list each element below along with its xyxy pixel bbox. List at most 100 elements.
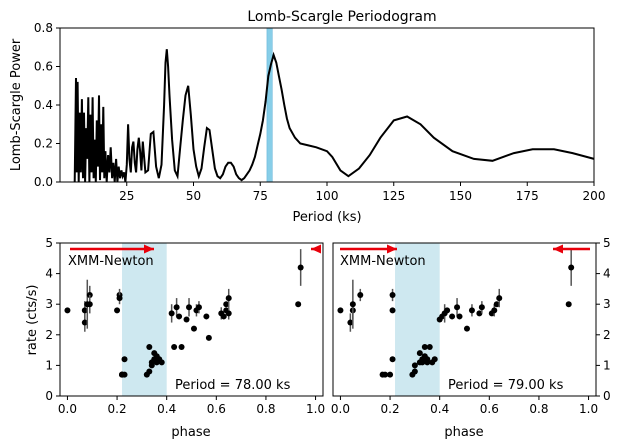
data-point — [382, 371, 389, 378]
data-point — [444, 307, 451, 314]
data-point — [171, 344, 178, 351]
x-tick-label: 75 — [253, 189, 268, 203]
data-point — [158, 359, 165, 366]
x-tick-label: 125 — [382, 189, 405, 203]
folded-79-axes-frame — [332, 242, 597, 397]
arrow-head — [144, 244, 154, 254]
folded-78-arrows — [70, 244, 321, 254]
folded-78-axes-frame — [59, 242, 324, 397]
folded-79-xlabel: phase — [444, 425, 483, 440]
y-tick-label: 0.0 — [34, 175, 53, 189]
x-tick-label: 0.2 — [108, 402, 127, 416]
data-point — [114, 307, 121, 314]
periodogram-xlabel: Period (ks) — [292, 210, 361, 225]
x-tick-label: 0.8 — [529, 402, 548, 416]
xmm-newton-label-right: XMM-Newton — [340, 254, 426, 269]
data-point — [411, 362, 418, 369]
data-point — [456, 313, 463, 320]
data-point — [416, 350, 423, 357]
y-tick-label: 1 — [45, 358, 53, 372]
data-point — [64, 307, 71, 314]
data-point — [223, 301, 230, 308]
data-point — [421, 344, 428, 351]
y-tick-label-right: 4 — [603, 267, 611, 281]
data-point — [463, 325, 470, 332]
y-tick-label: 3 — [45, 297, 53, 311]
periodogram-panel: Lomb-Scargle Periodogram 25 50 75 100 125 150… — [9, 9, 605, 225]
periodogram-ylabel: Lomb-Scargle Power — [9, 38, 24, 171]
data-point — [295, 301, 302, 308]
folded-78-ylabel: rate (cts/s) — [25, 285, 40, 356]
data-point — [431, 356, 438, 363]
data-point — [220, 313, 227, 320]
xmm-newton-label-left: XMM-Newton — [68, 254, 154, 269]
data-point — [146, 344, 153, 351]
x-tick-label: 0.8 — [256, 402, 275, 416]
y-tick-label-right: 2 — [603, 328, 611, 342]
x-tick-label: 0.0 — [331, 402, 350, 416]
y-tick-label: 5 — [45, 236, 53, 250]
folded-78-ticks: 0.0 0.2 0.4 0.6 0.8 1.0 0 1 2 3 4 5 — [45, 236, 325, 416]
data-point — [389, 307, 396, 314]
data-point — [173, 304, 180, 311]
data-point — [568, 264, 575, 271]
data-point — [496, 295, 503, 302]
data-point — [225, 295, 232, 302]
folded-lightcurve-78-panel: 0.0 0.2 0.4 0.6 0.8 1.0 0 1 2 3 4 5 XMM-Newton Peri… — [25, 236, 325, 440]
data-point — [337, 307, 344, 314]
x-tick-label: 175 — [516, 189, 539, 203]
periodogram-ticks: 25 50 75 100 125 150 175 200 0.0 0.2 0.4 0.6 0.8 — [34, 21, 606, 203]
x-tick-label: 25 — [119, 189, 134, 203]
x-tick-label: 0.0 — [58, 402, 77, 416]
data-point — [203, 313, 210, 320]
data-point — [225, 310, 232, 317]
data-point — [347, 319, 354, 326]
data-point — [195, 304, 202, 311]
x-tick-label: 0.2 — [381, 402, 400, 416]
data-point — [424, 359, 431, 366]
x-tick-label: 0.4 — [157, 402, 176, 416]
y-tick-label: 2 — [45, 328, 53, 342]
y-tick-label-right: 1 — [603, 358, 611, 372]
data-point — [389, 292, 396, 299]
data-point — [146, 368, 153, 375]
y-tick-label-right: 5 — [603, 236, 611, 250]
data-point — [565, 301, 572, 308]
data-point — [186, 304, 193, 311]
data-point — [411, 368, 418, 375]
y-tick-label: 0.4 — [34, 98, 53, 112]
data-point — [426, 344, 433, 351]
folded-lightcurve-79-panel: 0.0 0.2 0.4 0.6 0.8 1.0 0 1 2 3 4 5 XMM-Newton Peri… — [331, 236, 611, 440]
x-tick-label: 1.0 — [579, 402, 598, 416]
period-highlight-band — [266, 27, 273, 183]
data-point — [449, 313, 456, 320]
y-tick-label: 0.2 — [34, 137, 53, 151]
folded-79-points — [337, 249, 575, 378]
data-point — [468, 307, 475, 314]
data-point — [121, 371, 128, 378]
period-annotation-left: Period = 78.00 ks — [175, 378, 291, 393]
periodogram-axes-frame — [59, 27, 595, 183]
phase-band — [122, 243, 167, 396]
period-annotation-right: Period = 79.00 ks — [448, 378, 564, 393]
y-tick-label: 0 — [45, 389, 53, 403]
folded-78-xlabel: phase — [171, 425, 210, 440]
x-tick-label: 0.6 — [480, 402, 499, 416]
data-point — [183, 316, 190, 323]
data-point — [205, 334, 212, 341]
data-point — [476, 310, 483, 317]
periodogram-line — [73, 49, 595, 183]
x-tick-label: 150 — [449, 189, 472, 203]
periodogram-title: Lomb-Scargle Periodogram — [247, 9, 436, 25]
y-tick-label-right: 0 — [603, 389, 611, 403]
data-point — [81, 307, 88, 314]
x-tick-label: 100 — [316, 189, 339, 203]
arrow-head — [553, 244, 563, 254]
y-tick-label-right: 3 — [603, 297, 611, 311]
data-point — [178, 344, 185, 351]
folded-79-arrows — [340, 244, 590, 254]
data-point — [493, 301, 500, 308]
data-point — [86, 301, 93, 308]
x-tick-label: 0.4 — [430, 402, 449, 416]
data-point — [121, 356, 128, 363]
